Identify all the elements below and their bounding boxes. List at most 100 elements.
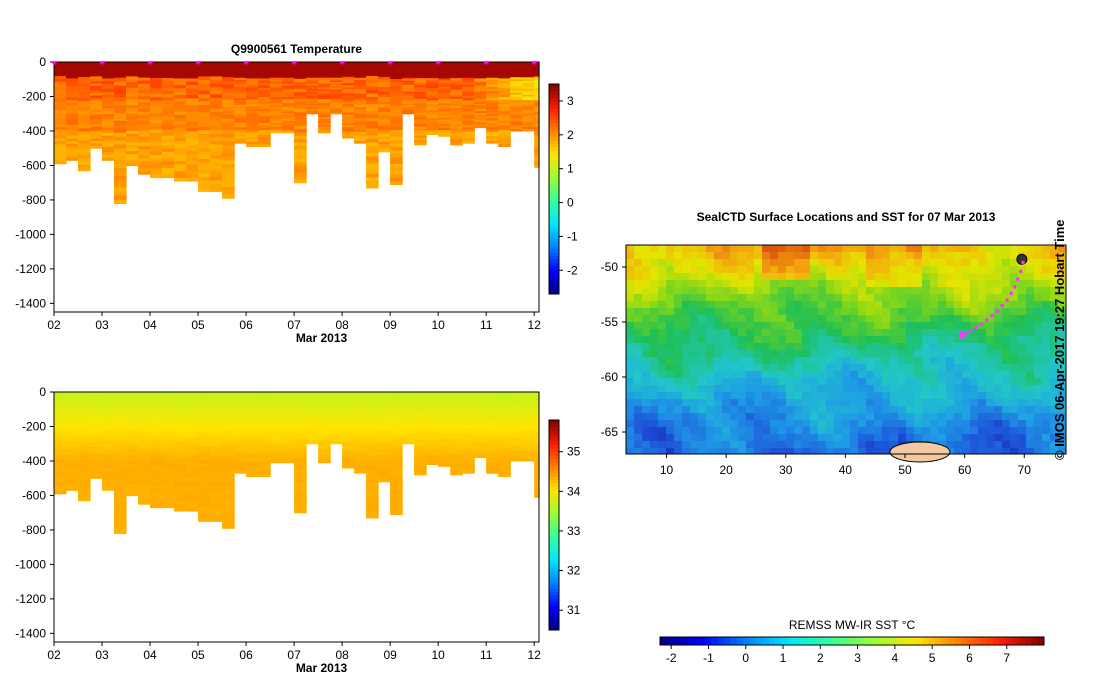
section-cell — [306, 74, 319, 77]
section-cell — [366, 184, 379, 189]
sst-cell — [754, 252, 762, 259]
section-cell — [402, 436, 415, 439]
section-cell — [438, 433, 451, 436]
section-cell — [510, 430, 523, 433]
section-cell — [414, 105, 427, 109]
section-cell — [294, 398, 307, 403]
y-tick-label: 0 — [39, 385, 46, 399]
section-cell — [174, 392, 187, 396]
section-cell — [126, 432, 139, 436]
sst-cell — [778, 378, 786, 385]
section-cell — [354, 421, 367, 425]
sst-cell — [682, 427, 690, 434]
sst-cell — [1018, 434, 1026, 441]
section-cell — [186, 405, 199, 410]
section-cell — [474, 69, 487, 72]
section-cell — [150, 424, 163, 428]
section-cell — [462, 452, 475, 456]
section-cell — [270, 421, 283, 425]
section-cell — [498, 394, 511, 398]
colorbar-segment — [549, 220, 559, 225]
section-cell — [366, 406, 379, 411]
section-cell — [210, 474, 223, 479]
sst-cell — [978, 273, 986, 280]
colorbar-segment — [1005, 637, 1013, 645]
sst-cell — [946, 280, 954, 287]
sst-cell — [682, 287, 690, 294]
section-cell — [534, 394, 540, 399]
sst-cell — [1026, 413, 1034, 420]
sst-cell — [778, 259, 786, 266]
colorbar-segment — [717, 637, 725, 645]
sst-cell — [850, 427, 858, 434]
section-cell — [138, 457, 151, 462]
section-cell — [510, 65, 523, 69]
section-cell — [318, 97, 331, 100]
sst-cell — [778, 427, 786, 434]
section-cell — [522, 438, 535, 441]
sst-cell — [994, 266, 1002, 273]
sst-cell — [882, 427, 890, 434]
section-cell — [162, 62, 175, 66]
section-cell — [234, 66, 247, 70]
section-cell — [78, 401, 91, 405]
section-cell — [426, 120, 439, 123]
section-cell — [522, 75, 535, 78]
section-cell — [174, 507, 187, 512]
sst-cell — [1034, 329, 1042, 336]
sst-cell — [1010, 350, 1018, 357]
sst-cell — [682, 280, 690, 287]
section-cell — [402, 102, 415, 105]
sst-cell — [674, 364, 682, 371]
section-cell — [270, 73, 283, 77]
sst-cell — [1018, 371, 1026, 378]
section-cell — [174, 464, 187, 469]
section-cell — [222, 433, 235, 438]
colorbar-segment — [549, 476, 559, 480]
sst-cell — [674, 308, 682, 315]
section-cell — [426, 420, 439, 423]
section-cell — [138, 74, 151, 79]
section-cell — [54, 107, 67, 111]
sst-cell — [730, 315, 738, 322]
sst-cell — [818, 294, 826, 301]
sst-cell — [938, 245, 946, 252]
sst-cell — [730, 364, 738, 371]
section-cell — [174, 164, 187, 169]
sst-cell — [626, 280, 634, 287]
section-cell — [210, 155, 223, 160]
section-cell — [90, 408, 103, 412]
section-cell — [186, 425, 199, 429]
sst-cell — [882, 259, 890, 266]
sst-cell — [738, 259, 746, 266]
sst-cell — [890, 336, 898, 343]
section-cell — [354, 68, 367, 72]
section-cell — [450, 103, 463, 107]
section-cell — [414, 435, 427, 439]
sst-cell — [1058, 434, 1066, 441]
sst-cell — [706, 448, 714, 454]
section-cell — [354, 425, 367, 429]
sst-cell — [898, 371, 906, 378]
section-cell — [306, 100, 319, 103]
section-cell — [390, 419, 403, 424]
sst-cell — [746, 343, 754, 350]
section-cell — [90, 74, 103, 77]
x-tick-label: 12 — [528, 318, 542, 332]
sst-cell — [1058, 441, 1066, 448]
colorbar-segment — [730, 637, 738, 645]
section-cell — [66, 460, 79, 464]
section-cell — [222, 494, 235, 499]
section-cell — [210, 499, 223, 504]
section-cell — [330, 99, 343, 102]
section-cell — [126, 492, 139, 497]
sst-cell — [682, 392, 690, 399]
section-cell — [126, 429, 139, 433]
sst-cell — [642, 336, 650, 343]
section-cell — [186, 448, 199, 453]
section-cell — [318, 411, 331, 415]
sst-cell — [970, 357, 978, 364]
section-cell — [294, 176, 307, 180]
sst-cell — [730, 399, 738, 406]
